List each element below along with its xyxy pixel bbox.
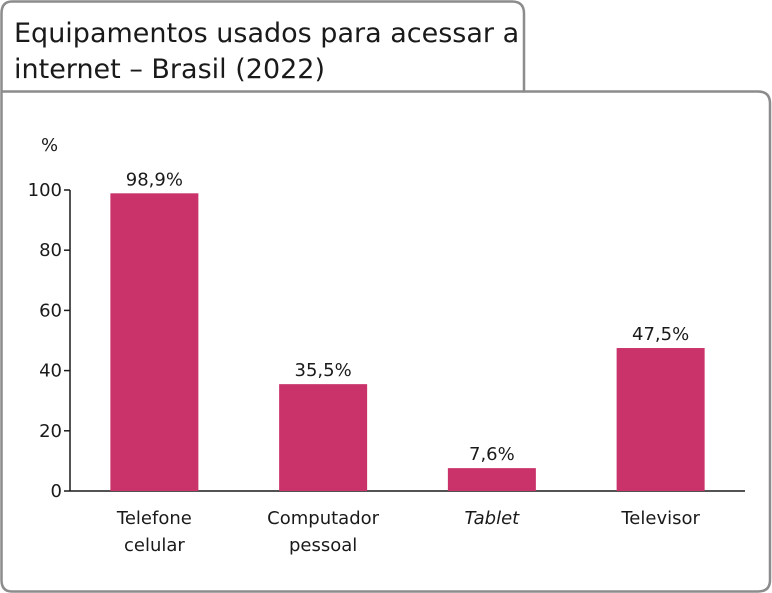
x-category-label: pessoal	[289, 535, 357, 556]
bar	[110, 193, 199, 491]
bar	[447, 468, 536, 491]
y-tick-label: 0	[51, 481, 62, 502]
bar-value-label: 47,5%	[632, 324, 689, 345]
y-tick-label: 60	[39, 300, 62, 321]
x-category-label: Tablet	[465, 508, 521, 529]
x-category-label: celular	[124, 535, 185, 556]
x-category-label: Televisor	[620, 508, 700, 529]
x-category-label: Computador	[267, 508, 379, 529]
y-tick-label: 100	[28, 180, 62, 201]
chart-bars	[110, 193, 705, 491]
y-tick-label: 20	[39, 421, 62, 442]
chart-title-line-1: Equipamentos usados para acessar a	[14, 18, 519, 49]
bar-value-label: 98,9%	[126, 169, 183, 190]
chart-title-line-2: internet – Brasil (2022)	[14, 54, 325, 85]
x-category-label: Telefone	[116, 508, 192, 529]
y-axis-unit-label: %	[41, 135, 58, 156]
chart-labels: 98,9% Telefone celular 35,5% Computador pesso…	[116, 169, 701, 556]
bar	[616, 348, 705, 491]
bar	[279, 384, 368, 491]
y-tick-label: 80	[39, 240, 62, 261]
y-tick-label: 40	[39, 361, 62, 382]
bar-value-label: 35,5%	[295, 360, 352, 381]
bar-value-label: 7,6%	[469, 444, 515, 465]
